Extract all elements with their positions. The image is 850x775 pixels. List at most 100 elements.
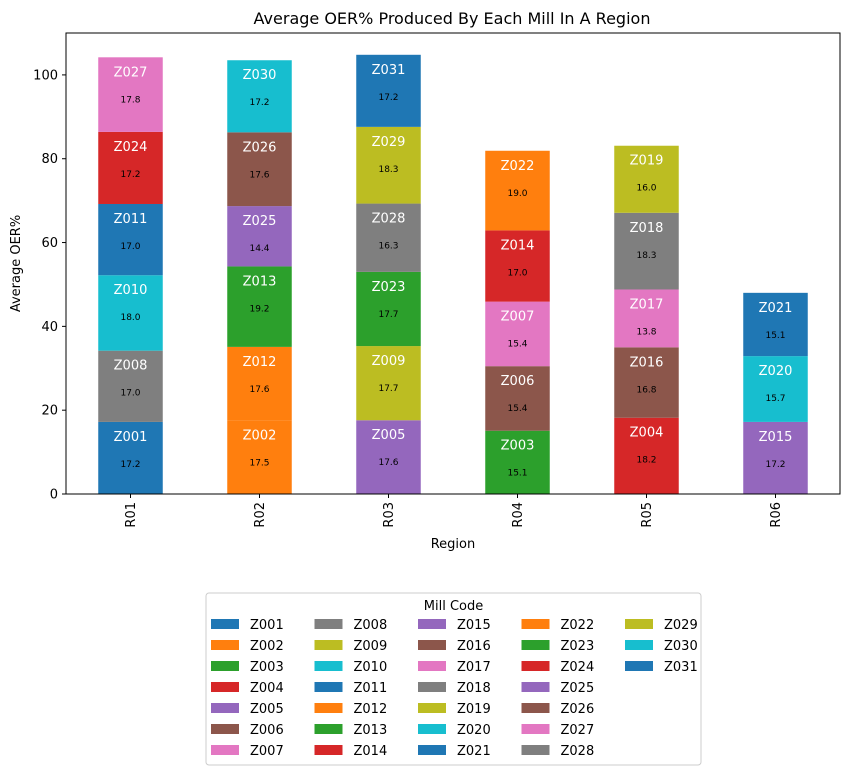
legend-swatch-Z015 (418, 619, 446, 629)
legend-label-Z025: Z025 (561, 681, 595, 696)
legend-label-Z024: Z024 (561, 660, 595, 675)
bar-segment-R02-Z013 (227, 266, 292, 347)
data-label-R05-Z018: 18.3 (636, 251, 656, 261)
data-label-R03-Z029: 18.3 (378, 165, 398, 175)
bar-label-R06-Z021: Z021 (759, 301, 793, 316)
data-label-R01-Z001: 17.2 (120, 460, 140, 470)
legend-label-Z009: Z009 (354, 639, 388, 654)
legend-label-Z020: Z020 (457, 723, 491, 738)
bar-segment-R06-Z015 (743, 421, 808, 494)
data-label-R06-Z015: 17.2 (765, 460, 785, 470)
legend-swatch-Z006 (211, 724, 239, 734)
data-label-R04-Z014: 17.0 (507, 268, 527, 278)
legend-swatch-Z003 (211, 661, 239, 671)
bar-label-R03-Z023: Z023 (372, 280, 406, 295)
bar-segment-R03-Z028 (356, 203, 421, 272)
legend-swatch-Z016 (418, 640, 446, 650)
bar-label-R05-Z019: Z019 (630, 154, 664, 169)
bar-label-R05-Z004: Z004 (630, 426, 664, 441)
bar-label-R03-Z029: Z029 (372, 135, 406, 150)
legend-swatch-Z001 (211, 619, 239, 629)
data-label-R02-Z002: 17.5 (249, 459, 269, 469)
data-label-R03-Z005: 17.6 (378, 458, 398, 468)
legend-swatch-Z010 (314, 661, 343, 671)
legend-swatch-Z017 (418, 661, 446, 671)
bar-label-R01-Z010: Z010 (114, 283, 148, 298)
data-label-R02-Z013: 19.2 (249, 304, 269, 314)
data-label-R03-Z009: 17.7 (378, 384, 398, 394)
legend-label-Z010: Z010 (354, 660, 388, 675)
bar-segment-R03-Z029 (356, 126, 421, 204)
x-tick-label-R04: R04 (511, 502, 526, 528)
y-tick-label: 80 (41, 152, 58, 167)
plot-area-frame (65, 32, 841, 495)
legend-label-Z003: Z003 (250, 660, 284, 675)
bar-segment-R04-Z022 (485, 150, 550, 231)
legend-swatch-Z012 (314, 703, 343, 713)
y-tick-label: 20 (41, 404, 58, 419)
bar-label-R02-Z012: Z012 (243, 355, 277, 370)
bar-label-R01-Z024: Z024 (114, 140, 148, 155)
bar-label-R06-Z020: Z020 (759, 364, 793, 379)
legend-label-Z012: Z012 (354, 702, 388, 717)
bar-segment-R01-Z011 (98, 203, 163, 276)
bar-label-R02-Z013: Z013 (243, 274, 277, 289)
bar-segment-R03-Z023 (356, 271, 421, 347)
bar-label-R04-Z007: Z007 (501, 310, 535, 325)
x-tick-label-R06: R06 (769, 502, 784, 528)
y-tick-label: 100 (33, 68, 58, 83)
data-label-R04-Z022: 19.0 (507, 189, 527, 199)
data-label-R05-Z019: 16.0 (636, 184, 656, 194)
bar-label-R04-Z022: Z022 (501, 159, 535, 174)
bar-segment-R02-Z030 (227, 60, 292, 133)
bar-label-R01-Z011: Z011 (114, 212, 148, 227)
legend-swatch-Z014 (314, 745, 343, 755)
data-label-R03-Z023: 17.7 (378, 310, 398, 320)
data-label-R01-Z011: 17.0 (120, 242, 140, 252)
bar-label-R04-Z003: Z003 (501, 439, 535, 454)
legend-label-Z015: Z015 (457, 618, 491, 633)
bar-segment-R04-Z003 (485, 430, 550, 494)
bar-segment-R06-Z021 (743, 292, 808, 357)
y-axis-label: Average OER% (9, 215, 24, 312)
x-axis-label: Region (431, 537, 476, 552)
legend-label-Z026: Z026 (561, 702, 595, 717)
bar-segment-R02-Z002 (227, 420, 292, 494)
legend-swatch-Z005 (211, 703, 239, 713)
bar-segment-R04-Z014 (485, 230, 550, 302)
legend-swatch-Z022 (521, 619, 550, 629)
legend-label-Z016: Z016 (457, 639, 491, 654)
bar-segment-R06-Z020 (743, 356, 808, 422)
bar-label-R03-Z031: Z031 (372, 63, 406, 78)
bar-label-R03-Z005: Z005 (372, 428, 406, 443)
legend-label-Z013: Z013 (354, 723, 388, 738)
bar-segment-R05-Z017 (614, 289, 679, 348)
bar-segment-R05-Z016 (614, 347, 679, 418)
bar-label-R02-Z026: Z026 (243, 140, 277, 155)
data-label-R05-Z017: 13.8 (636, 327, 656, 337)
bar-segment-R03-Z009 (356, 346, 421, 421)
legend-label-Z022: Z022 (561, 618, 595, 633)
bar-segment-R04-Z006 (485, 366, 550, 431)
bar-label-R01-Z001: Z001 (114, 430, 148, 445)
legend-swatch-Z004 (211, 682, 239, 692)
legend-swatch-Z007 (211, 745, 239, 755)
bar-label-R05-Z018: Z018 (630, 221, 664, 236)
legend-swatch-Z031 (625, 661, 653, 671)
data-label-R05-Z004: 18.2 (636, 456, 656, 466)
legend-swatch-Z024 (521, 661, 550, 671)
data-label-R04-Z003: 15.1 (507, 469, 527, 479)
bar-segment-R03-Z031 (356, 54, 421, 127)
legend-swatch-Z011 (314, 682, 343, 692)
bar-label-R02-Z030: Z030 (243, 68, 277, 83)
legend-swatch-Z027 (521, 724, 550, 734)
legend-swatch-Z021 (418, 745, 446, 755)
legend-label-Z007: Z007 (250, 744, 284, 759)
legend-label-Z011: Z011 (354, 681, 388, 696)
legend-label-Z030: Z030 (664, 639, 698, 654)
legend-label-Z017: Z017 (457, 660, 491, 675)
legend-label-Z005: Z005 (250, 702, 284, 717)
legend-swatch-Z002 (211, 640, 239, 650)
legend-swatch-Z030 (625, 640, 653, 650)
legend-swatch-Z026 (521, 703, 550, 713)
